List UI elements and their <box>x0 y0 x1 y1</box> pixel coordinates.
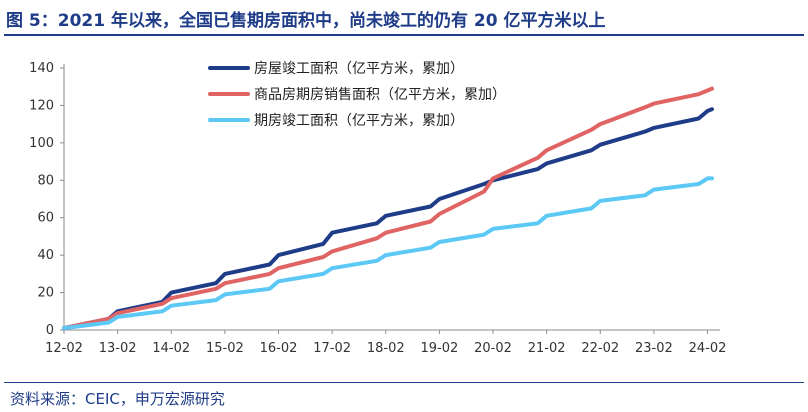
source-note: 资料来源：CEIC，申万宏源研究 <box>10 390 225 408</box>
x-tick-label: 19-02 <box>421 341 459 356</box>
x-tick-label: 24-02 <box>689 341 727 356</box>
x-tick-label: 20-02 <box>474 341 512 356</box>
y-axis-ticks: 0 20 40 60 80 100 120 140 <box>29 61 64 338</box>
series-line-3 <box>62 176 714 331</box>
x-tick-label: 22-02 <box>581 341 619 356</box>
page-title: 图 5：2021 年以来，全国已售期房面积中，尚未竣工的仍有 20 亿平方米以上 <box>6 11 606 31</box>
x-tick-label: 14-02 <box>152 341 190 356</box>
title-rule <box>4 34 804 36</box>
chart-axes <box>63 64 720 331</box>
x-tick-label: 18-02 <box>367 341 405 356</box>
y-tick-label: 80 <box>37 173 54 188</box>
x-tick-label: 17-02 <box>313 341 351 356</box>
x-axis-ticks: 12-02 13-02 14-02 15-02 16-02 17-02 18-02 19-02… <box>45 330 726 356</box>
y-tick-label: 0 <box>46 323 54 338</box>
x-tick-label: 23-02 <box>635 341 673 356</box>
y-tick-label: 120 <box>29 98 54 113</box>
series-line-2 <box>62 86 714 331</box>
y-tick-label: 140 <box>29 61 54 76</box>
legend-label-1: 房屋竣工面积（亿平方米，累加） <box>254 61 464 77</box>
x-tick-label: 15-02 <box>206 341 244 356</box>
x-tick-label: 13-02 <box>99 341 137 356</box>
y-tick-label: 20 <box>37 286 54 301</box>
legend-label-2: 商品房期房销售面积（亿平方米，累加） <box>254 87 506 103</box>
y-tick-label: 40 <box>37 248 54 263</box>
y-tick-label: 60 <box>37 211 54 226</box>
x-tick-label: 21-02 <box>528 341 566 356</box>
source-rule <box>4 382 804 383</box>
x-tick-label: 16-02 <box>260 341 298 356</box>
legend: 房屋竣工面积（亿平方米，累加） 商品房期房销售面积（亿平方米，累加） 期房竣工面积（… <box>208 61 506 129</box>
chart-lines <box>62 86 714 331</box>
x-tick-label: 12-02 <box>45 341 83 356</box>
legend-label-3: 期房竣工面积（亿平方米，累加） <box>254 113 464 129</box>
y-tick-label: 100 <box>29 136 54 151</box>
series-line-1 <box>62 107 714 331</box>
